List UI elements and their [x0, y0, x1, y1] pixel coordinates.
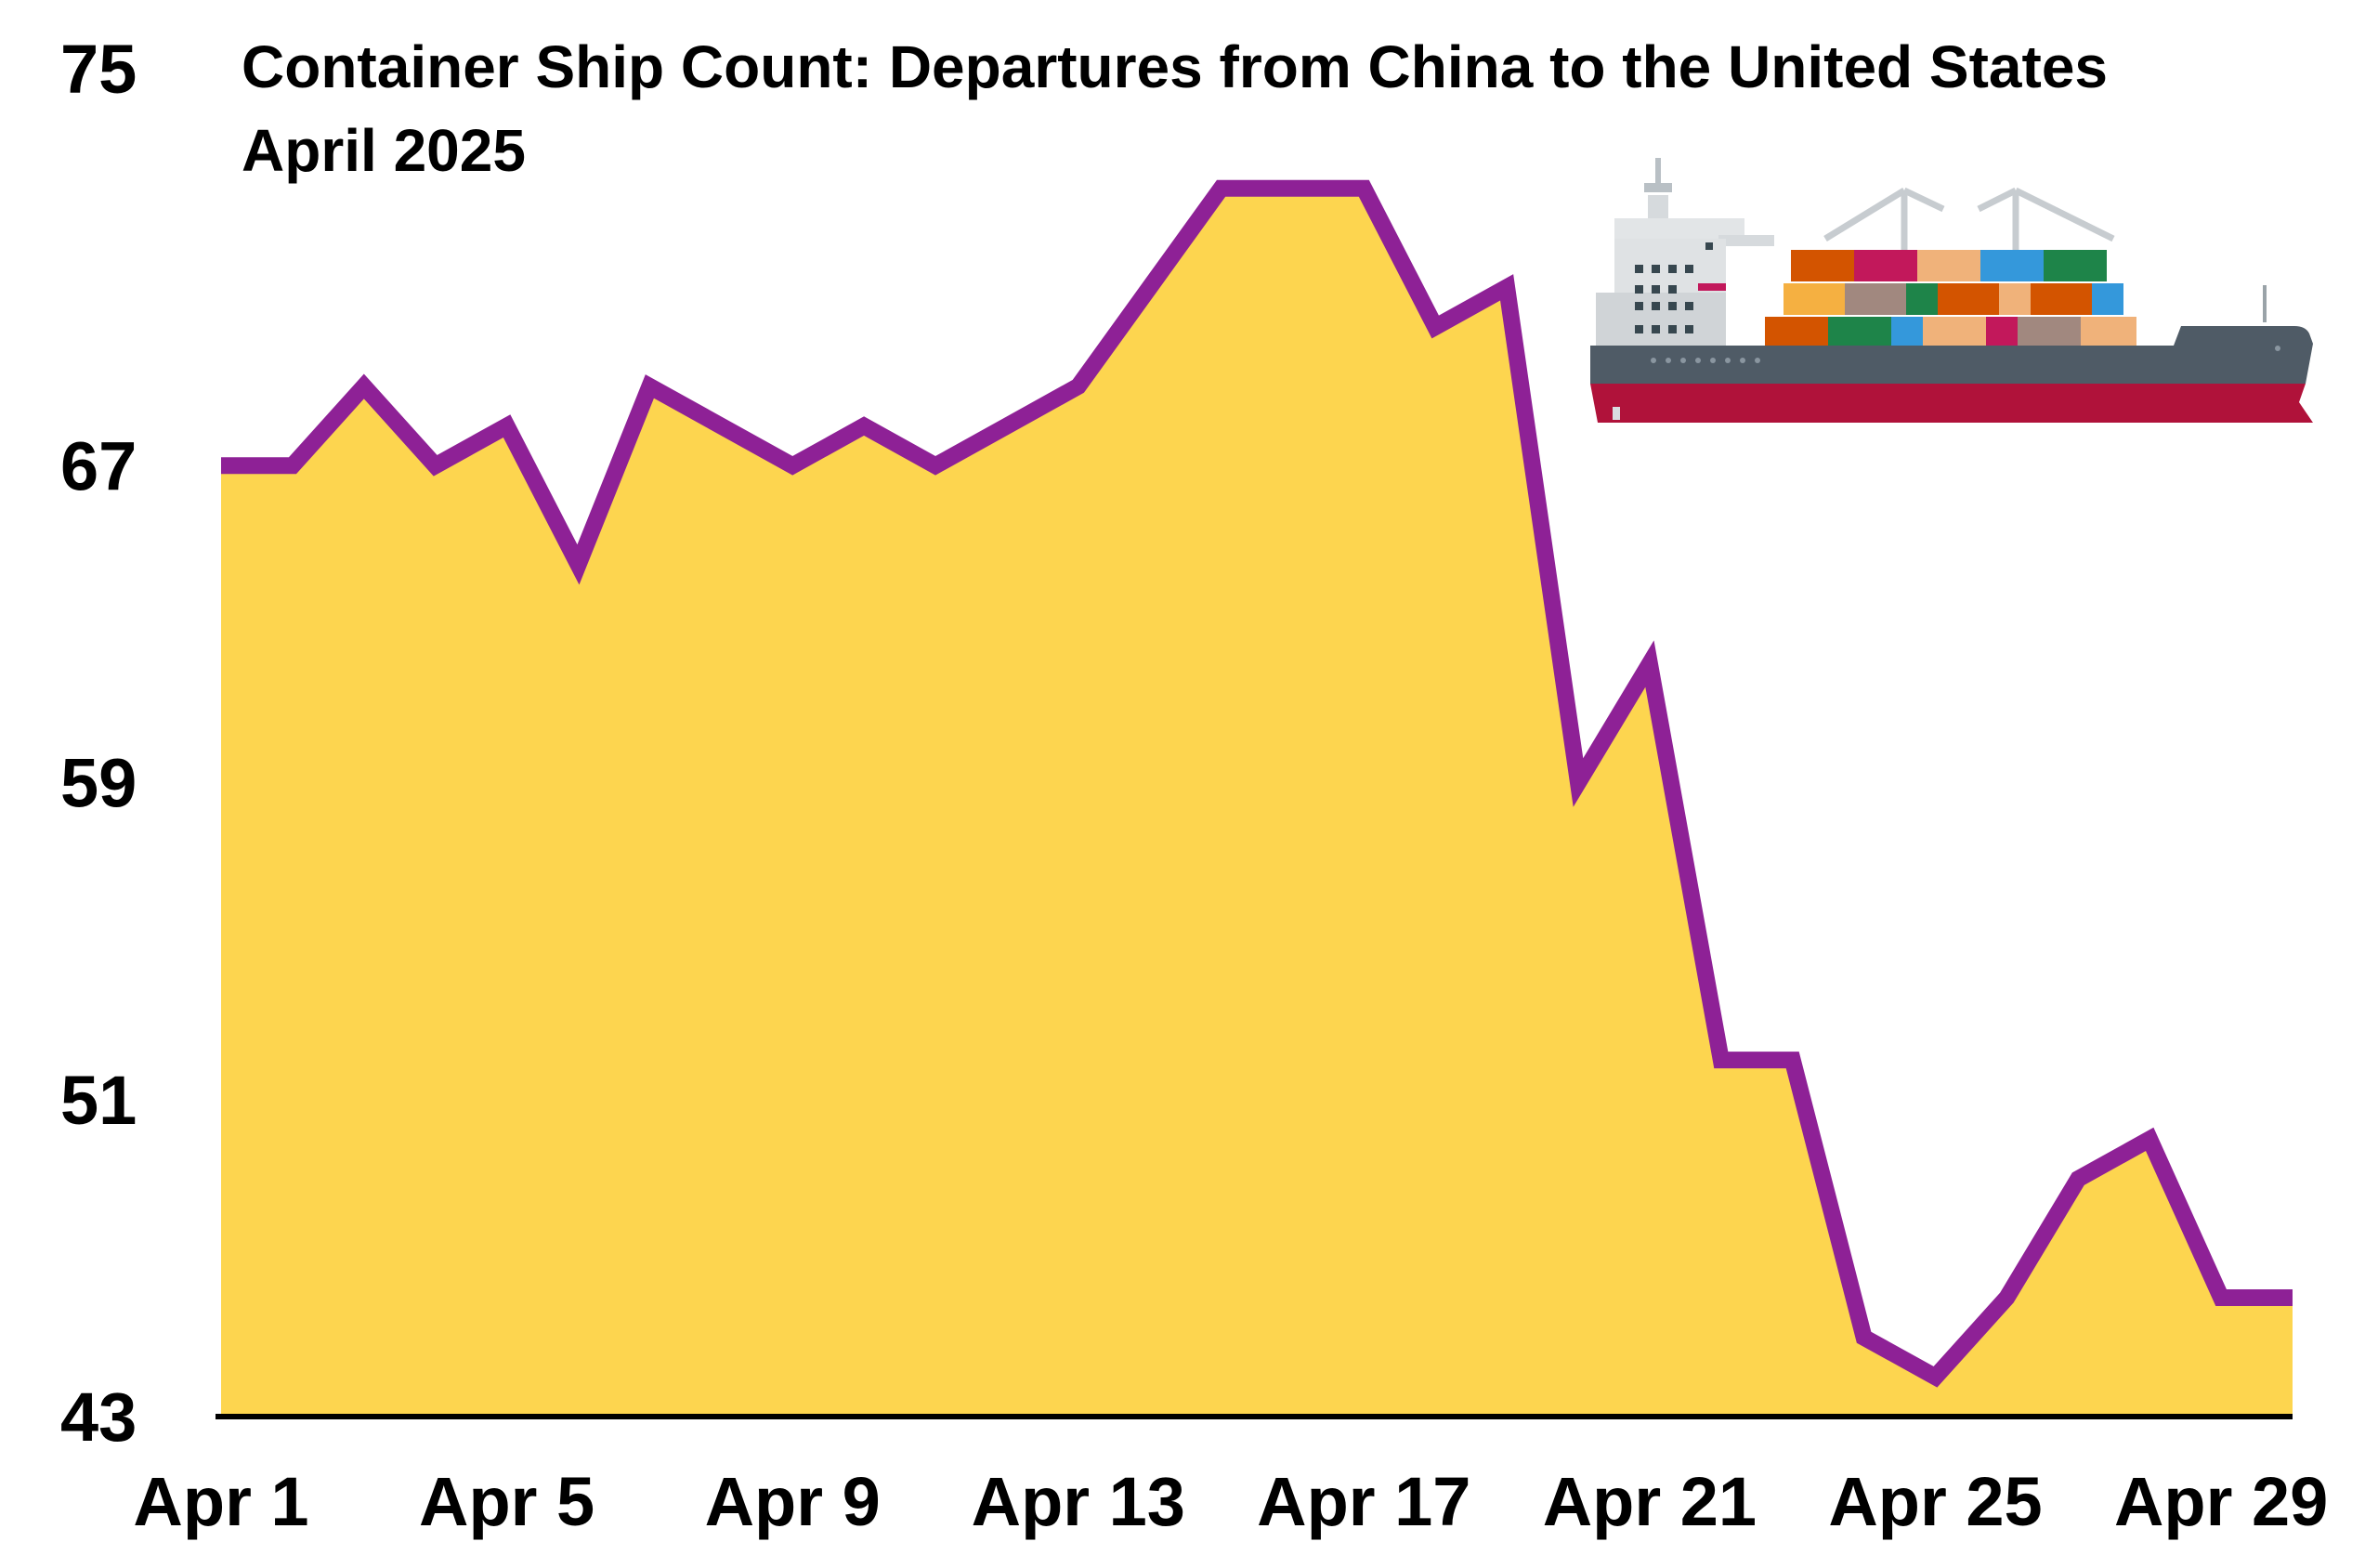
chart-title: Container Ship Count: Departures from Ch…: [242, 33, 2108, 100]
chart-subtitle: April 2025: [242, 117, 526, 184]
x-tick-label: Apr 25: [1828, 1463, 2042, 1540]
y-tick-label: 75: [60, 31, 137, 108]
container-ship-icon: [1590, 158, 2313, 423]
x-tick-label: Apr 13: [972, 1463, 1185, 1540]
series-line: [221, 179, 2293, 1388]
y-tick-label: 43: [60, 1379, 137, 1456]
y-tick-label: 67: [60, 427, 137, 504]
x-tick-label: Apr 9: [705, 1463, 881, 1540]
x-tick-label: Apr 29: [2114, 1463, 2328, 1540]
x-tick-label: Apr 1: [133, 1463, 308, 1540]
area-layer: [221, 188, 2293, 1418]
x-axis-tick-labels: Apr 1 Apr 5 Apr 9 Apr 13 Apr 17 Apr 21 Apr 25 A…: [133, 1463, 2328, 1540]
y-tick-label: 59: [60, 745, 137, 822]
line-layer: [221, 179, 2293, 1388]
area-fill: [221, 188, 2293, 1418]
x-tick-label: Apr 5: [419, 1463, 594, 1540]
y-axis-tick-labels: 43 51 59 67 75: [60, 31, 137, 1456]
y-tick-label: 51: [60, 1062, 137, 1139]
x-tick-label: Apr 17: [1257, 1463, 1470, 1540]
x-tick-label: Apr 21: [1543, 1463, 1757, 1540]
